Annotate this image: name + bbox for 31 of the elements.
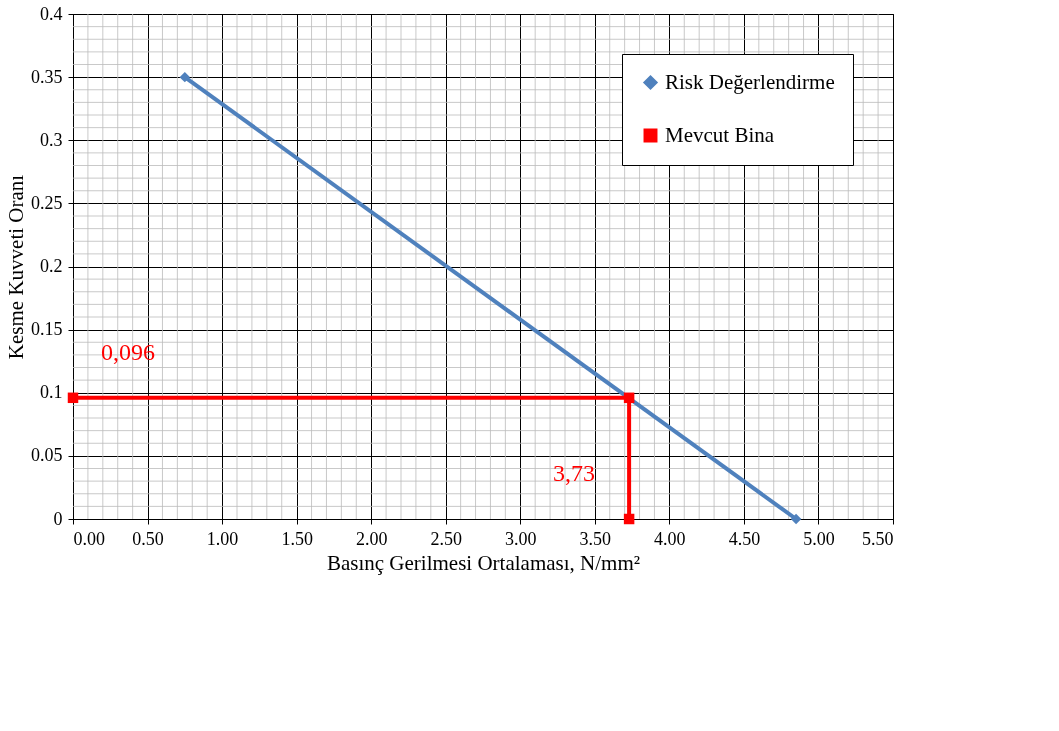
- x-tick-label: 1.50: [281, 528, 313, 549]
- x-tick-label: 3.00: [505, 528, 537, 549]
- point: [623, 392, 635, 404]
- x-tick-label: 3.50: [579, 528, 612, 549]
- x-tick-label: 0.50: [132, 528, 164, 549]
- x-tick-label: 5.50: [862, 528, 894, 549]
- y-tick-label: 0: [53, 508, 63, 529]
- y-tick-label: 0.05: [31, 445, 63, 466]
- y-tick-label: 0.2: [40, 256, 63, 276]
- x-tick-label: 4.00: [654, 528, 686, 549]
- y-tick-label: 0.4: [40, 3, 63, 24]
- point: [790, 513, 802, 525]
- point: [623, 513, 635, 525]
- legend-label: Mevcut Bina: [665, 122, 775, 147]
- y-tick-label: 0.15: [31, 319, 63, 340]
- x-axis-title: Basınç Gerilmesi Ortalaması, N/mm²: [326, 550, 641, 575]
- x-tick-label: 5.00: [803, 528, 835, 549]
- annotation: 3,73: [553, 460, 596, 486]
- y-tick-label: 0.3: [40, 129, 63, 150]
- y-tick-label: 0.25: [31, 192, 63, 213]
- point: [67, 392, 79, 404]
- y-tick-label: 0.1: [40, 382, 63, 403]
- y-axis-title: Kesme Kuvveti Oranı: [4, 174, 28, 360]
- y-tick-label: 0.35: [31, 66, 63, 87]
- x-tick-label: 2.50: [430, 528, 462, 549]
- point: [179, 71, 191, 83]
- legend-label: Risk Değerlendirme: [665, 69, 835, 94]
- x-tick-label: 1.00: [206, 528, 239, 549]
- x-tick-label: 2.00: [355, 528, 388, 549]
- x-tick-label: 4.50: [728, 528, 761, 549]
- x-tick-label: 0.00: [73, 528, 105, 549]
